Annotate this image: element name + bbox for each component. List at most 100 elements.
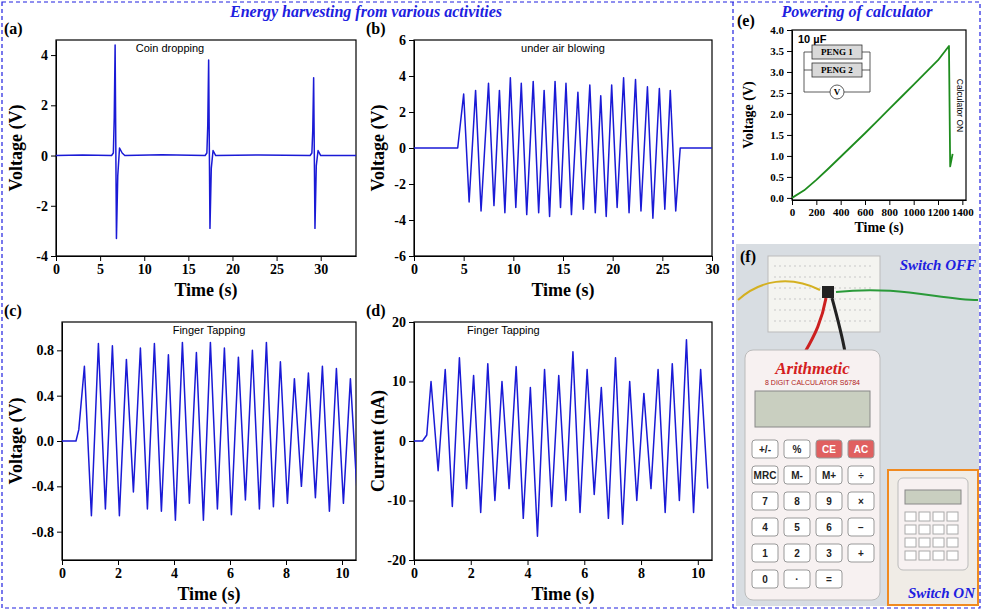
data-line bbox=[414, 78, 712, 218]
y-tick-mark bbox=[409, 322, 414, 323]
y-axis: 0.00.51.01.52.02.53.03.54.0 bbox=[770, 24, 792, 204]
y-tick: 0.0 bbox=[37, 434, 63, 449]
y-tick-mark bbox=[409, 148, 414, 149]
y-tick-label: -4 bbox=[36, 249, 48, 264]
y-axis: -6-4-20246 bbox=[394, 33, 414, 264]
x-tick-label: 4 bbox=[525, 566, 532, 581]
calculator-key bbox=[848, 544, 874, 562]
x-tick-label: 30 bbox=[314, 262, 328, 277]
circuit-label: PENG 1 bbox=[821, 47, 853, 57]
data-group bbox=[56, 45, 356, 238]
y-tick-mark bbox=[57, 350, 62, 351]
y-axis-line bbox=[56, 41, 57, 257]
x-tick: 15 bbox=[182, 256, 196, 277]
x-tick-label: 1400 bbox=[952, 206, 975, 218]
calculator-key bbox=[816, 492, 842, 510]
x-tick-mark bbox=[100, 256, 101, 261]
calculator-key bbox=[752, 570, 778, 588]
calculator-key bbox=[816, 544, 842, 562]
y-tick-mark bbox=[51, 256, 56, 257]
x-tick: 600 bbox=[857, 200, 874, 218]
x-tick-label: 0 bbox=[59, 566, 66, 581]
y-axis-title: Voltage (V) bbox=[368, 105, 389, 192]
plot-frame bbox=[792, 30, 966, 200]
y-tick-label: 3.0 bbox=[770, 66, 784, 78]
panel-letter: (f) bbox=[740, 248, 756, 266]
y-tick-label: 6 bbox=[399, 33, 406, 48]
circuit-wire bbox=[804, 52, 805, 92]
x-tick: 0 bbox=[790, 200, 796, 218]
calculator-key-label: 8 bbox=[794, 496, 800, 507]
x-tick-mark bbox=[118, 560, 119, 565]
x-tick-mark bbox=[816, 200, 817, 205]
x-tick-label: 0 bbox=[411, 566, 418, 581]
y-tick: 4.0 bbox=[770, 24, 792, 36]
x-tick: 2 bbox=[115, 560, 122, 581]
x-tick-label: 10 bbox=[691, 566, 705, 581]
panel-4: 02004006008001000120014000.00.51.01.52.0… bbox=[737, 12, 974, 236]
y-tick-mark bbox=[57, 532, 62, 533]
y-tick-mark bbox=[409, 382, 414, 383]
x-tick-label: 10 bbox=[507, 262, 521, 277]
calculator-key-label: % bbox=[793, 444, 802, 455]
calculator-key-label: 2 bbox=[794, 548, 800, 559]
y-tick-mark bbox=[409, 76, 414, 77]
x-tick-mark bbox=[144, 256, 145, 261]
x-tick: 0 bbox=[411, 256, 418, 277]
y-tick-mark bbox=[409, 220, 414, 221]
calculator-key-label: ÷ bbox=[858, 470, 864, 481]
circuit-wire bbox=[804, 70, 812, 71]
x-tick: 0 bbox=[411, 560, 418, 581]
calculator-key bbox=[752, 518, 778, 536]
y-tick: -4 bbox=[36, 249, 56, 264]
y-tick: -0.4 bbox=[32, 479, 62, 494]
calculator-key bbox=[784, 492, 810, 510]
inset-key bbox=[905, 551, 916, 560]
x-axis-line bbox=[415, 560, 713, 561]
x-axis: 0200400600800100012001400 bbox=[790, 200, 975, 218]
y-tick-label: -4 bbox=[394, 213, 406, 228]
x-axis-line bbox=[63, 560, 357, 561]
plot-title: Finger Tapping bbox=[173, 324, 246, 336]
x-tick: 6 bbox=[581, 560, 588, 581]
calculator-key bbox=[848, 440, 874, 458]
y-tick: 1.5 bbox=[770, 129, 792, 141]
inset-key bbox=[933, 525, 944, 534]
wire bbox=[738, 281, 820, 300]
y-tick: -2 bbox=[394, 177, 414, 192]
inset-key bbox=[905, 538, 916, 547]
breadboard bbox=[768, 256, 880, 332]
y-tick: -0.8 bbox=[32, 525, 62, 540]
x-tick: 200 bbox=[809, 200, 826, 218]
y-tick-mark bbox=[51, 206, 56, 207]
calculator-key bbox=[752, 440, 778, 458]
calculator-key bbox=[848, 518, 874, 536]
y-tick-label: 0.4 bbox=[37, 389, 55, 404]
y-tick-label: -0.4 bbox=[32, 479, 54, 494]
y-tick-label: 0.5 bbox=[770, 171, 784, 183]
x-tick-label: 5 bbox=[97, 262, 104, 277]
y-tick: 0.5 bbox=[770, 171, 792, 183]
calculator-key-label: 7 bbox=[762, 496, 768, 507]
y-tick-mark bbox=[409, 112, 414, 113]
breadboard-row bbox=[774, 266, 874, 267]
x-tick-label: 15 bbox=[182, 262, 196, 277]
inset-key bbox=[947, 512, 958, 521]
y-axis: -20-1001020 bbox=[387, 315, 414, 568]
x-axis-title: Time (s) bbox=[174, 280, 237, 301]
y-tick: 2 bbox=[41, 98, 56, 113]
inset-key bbox=[933, 551, 944, 560]
y-tick-mark bbox=[409, 441, 414, 442]
data-group bbox=[792, 46, 953, 198]
plot-frame bbox=[414, 322, 712, 560]
x-axis-title: Time (s) bbox=[531, 280, 594, 301]
y-axis-line bbox=[792, 31, 793, 201]
data-group bbox=[414, 78, 712, 218]
inset-key bbox=[947, 538, 958, 547]
inset-display bbox=[905, 490, 961, 504]
y-tick-label: 4 bbox=[399, 69, 406, 84]
y-tick-mark bbox=[57, 396, 62, 397]
x-tick-label: 25 bbox=[270, 262, 284, 277]
x-tick-mark bbox=[414, 560, 415, 565]
inset-key bbox=[919, 512, 930, 521]
